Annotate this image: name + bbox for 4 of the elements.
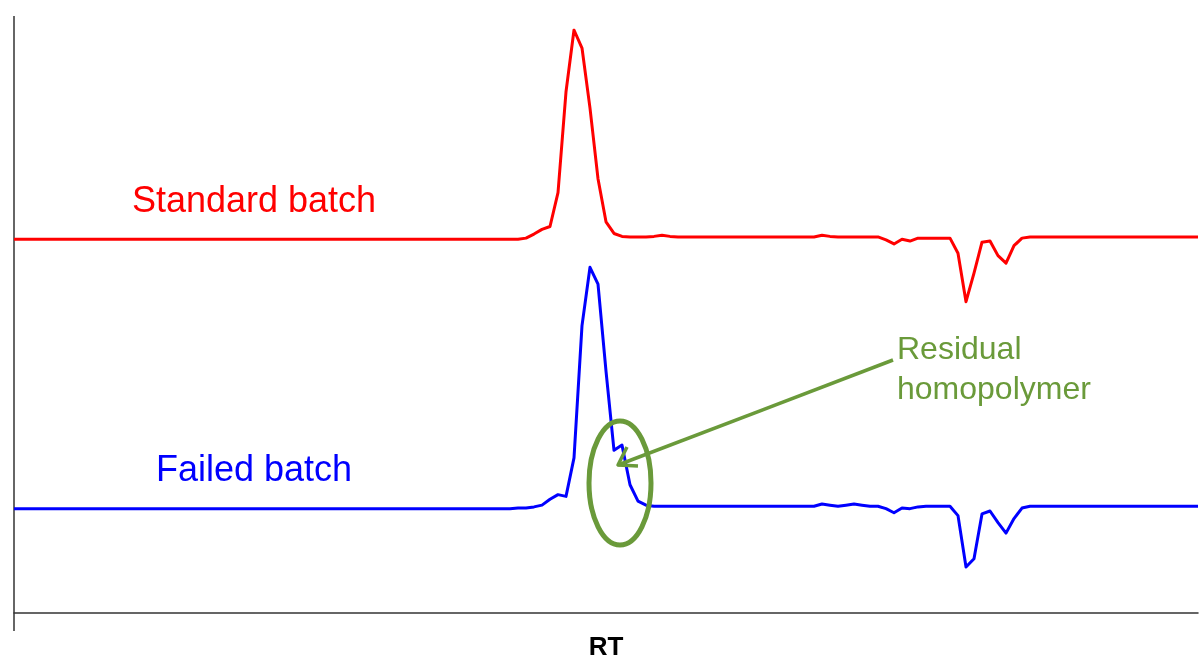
series-label: Failed batch [155,448,353,490]
series-label: Standard batch [131,178,377,220]
note-label: Residual homopolymer [897,329,1092,409]
x-axis-title: RT [588,631,624,661]
